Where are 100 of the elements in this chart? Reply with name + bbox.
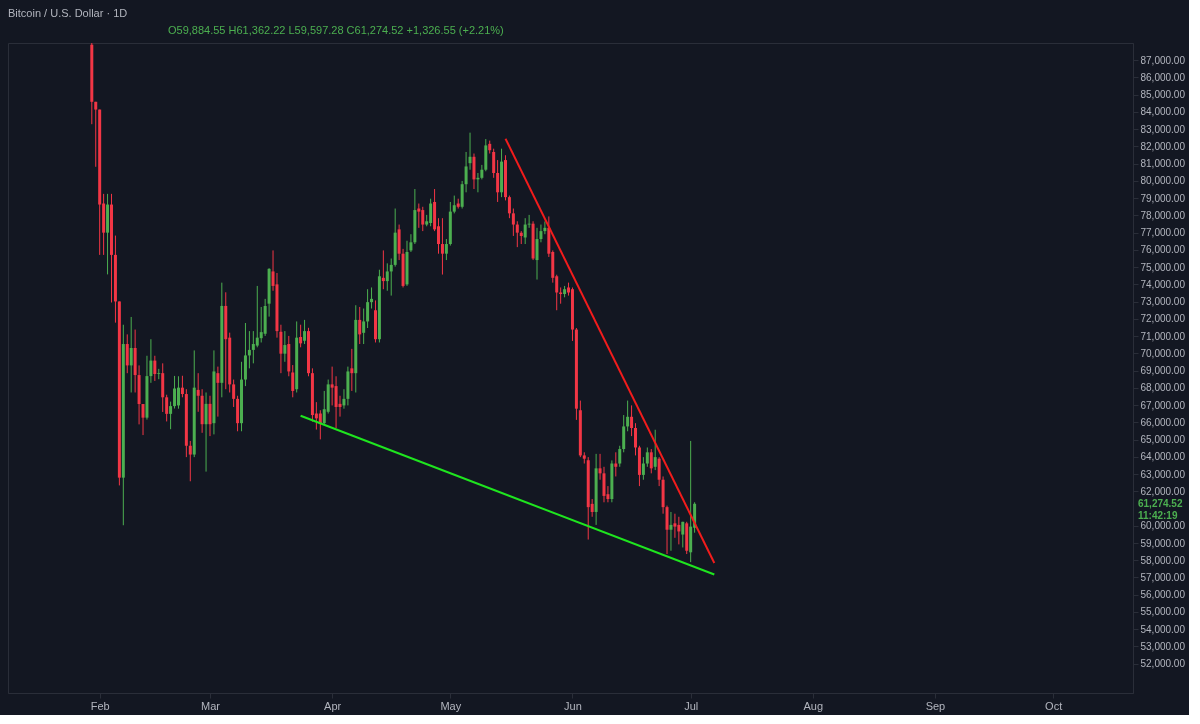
y-tick-label: 78,000.00	[1140, 209, 1186, 221]
y-tick-label: 68,000.00	[1140, 382, 1186, 394]
text: O59,884.55 H61,362.22 L59,597.28 C61,274.52 +1,326.55 (+2.21%)	[168, 24, 504, 36]
y-tick-label: 69,000.00	[1140, 365, 1186, 377]
candlestick	[507, 195, 511, 219]
candlestick	[535, 227, 539, 281]
candlestick	[630, 404, 634, 437]
candlestick	[421, 206, 425, 232]
candlestick	[358, 306, 362, 345]
candlestick	[176, 375, 180, 410]
candlestick	[251, 330, 255, 364]
candlestick	[440, 217, 444, 276]
candlestick	[641, 456, 645, 481]
candlestick	[559, 286, 563, 305]
candlestick	[653, 429, 657, 471]
candlestick	[429, 198, 433, 227]
candlestick	[255, 285, 259, 348]
candlestick	[173, 375, 177, 410]
candlestick	[299, 324, 303, 348]
candlestick	[673, 513, 677, 539]
y-tick-label: 82,000.00	[1140, 140, 1186, 152]
y-tick-label: 76,000.00	[1140, 244, 1186, 256]
y-tick-label: 81,000.00	[1140, 158, 1186, 170]
candlestick	[389, 258, 393, 297]
candlestick	[334, 375, 338, 429]
y-tick-label: 83,000.00	[1140, 123, 1186, 135]
y-tick-label: 56,000.00	[1140, 589, 1186, 601]
candlestick	[511, 208, 515, 237]
candlestick	[232, 379, 236, 408]
candlestick	[492, 148, 496, 179]
candlestick	[381, 249, 385, 290]
y-tick-label: 72,000.00	[1140, 313, 1186, 325]
candlestick	[622, 414, 626, 453]
y-tick-label: 60,000.00	[1140, 520, 1186, 532]
candlestick	[515, 220, 519, 248]
candlestick	[169, 401, 173, 430]
y-tick-label: 70,000.00	[1140, 347, 1186, 359]
candlestick	[283, 330, 287, 363]
candlestick	[496, 159, 500, 203]
candlestick	[366, 288, 370, 329]
x-tick-label: Mar	[201, 699, 221, 712]
y-tick-label: 84,000.00	[1140, 106, 1186, 118]
candlestick	[417, 203, 421, 229]
candlestick	[153, 355, 157, 382]
candlestick	[370, 286, 374, 310]
candlestick	[94, 101, 98, 168]
candlestick	[216, 366, 220, 418]
y-tick-label: 74,000.00	[1140, 278, 1186, 290]
y-tick-label: 77,000.00	[1140, 227, 1186, 239]
y-tick-label: 52,000.00	[1140, 658, 1186, 670]
candlestick	[157, 368, 161, 380]
x-tick-label: Jun	[564, 699, 582, 712]
candlestick	[350, 348, 354, 392]
x-tick-label: Aug	[803, 699, 824, 712]
y-tick-label: 64,000.00	[1140, 451, 1186, 463]
candlestick	[362, 308, 366, 345]
candlestick	[523, 217, 527, 245]
candlestick	[681, 521, 685, 548]
x-tick-label: Apr	[324, 699, 342, 712]
candlestick	[669, 511, 673, 552]
candlestick	[645, 446, 649, 468]
y-tick-label: 79,000.00	[1140, 192, 1186, 204]
y-tick-label: 85,000.00	[1140, 89, 1186, 101]
y-tick-label: 66,000.00	[1140, 416, 1186, 428]
y-tick-label: 80,000.00	[1140, 175, 1186, 187]
x-tick-label: Feb	[90, 699, 110, 712]
candlestick	[188, 440, 192, 482]
y-tick-label: 58,000.00	[1140, 554, 1186, 566]
candlestick	[141, 403, 145, 436]
y-tick-label: 67,000.00	[1140, 399, 1186, 411]
y-tick-label: 71,000.00	[1140, 330, 1186, 342]
candlestick	[472, 153, 476, 190]
x-tick-label: Oct	[1045, 699, 1063, 712]
y-tick-label: 65,000.00	[1140, 434, 1186, 446]
candlestick	[626, 400, 630, 432]
candlestick	[614, 451, 618, 477]
x-tick-label: May	[440, 699, 462, 712]
y-tick-label: 73,000.00	[1140, 296, 1186, 308]
candlestick	[208, 395, 212, 437]
y-tick-label: 62,000.00	[1140, 485, 1186, 497]
y-tick-label: 53,000.00	[1140, 640, 1186, 652]
y-tick-label: 55,000.00	[1140, 606, 1186, 618]
candlestick	[618, 445, 622, 468]
candlestick	[634, 422, 638, 456]
y-tick-label: 87,000.00	[1140, 54, 1186, 66]
x-tick-label: Jul	[684, 699, 699, 712]
chart-title: Bitcoin / U.S. Dollar · 1D	[8, 7, 128, 19]
candlestick	[649, 448, 653, 474]
y-tick-label: 54,000.00	[1140, 623, 1186, 635]
candlestick	[129, 316, 133, 393]
candlestick	[180, 375, 184, 398]
candlestick	[204, 391, 208, 473]
y-tick-label: 86,000.00	[1140, 71, 1186, 83]
candlestick	[259, 306, 263, 343]
candlestick	[444, 238, 448, 261]
x-tick-label: Sep	[925, 699, 946, 712]
candlestick	[291, 364, 295, 398]
y-tick-label: 75,000.00	[1140, 261, 1186, 273]
candlestick	[677, 516, 681, 545]
y-tick-label: 57,000.00	[1140, 571, 1186, 583]
